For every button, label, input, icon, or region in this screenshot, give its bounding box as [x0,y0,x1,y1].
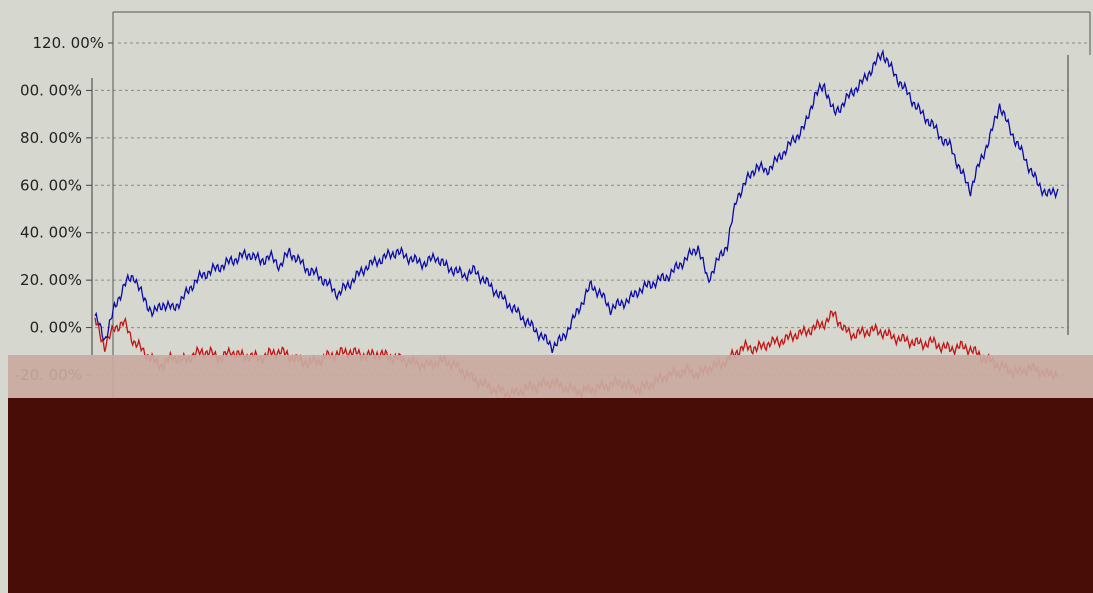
y-axis-tick-labels: 120. 00% 00. 00% 80. 00% 60. 00% 40. 00% 20. … [15,34,104,384]
y-tick-label: 80. 00% [20,129,82,147]
overlay-dark-region [8,398,1093,593]
y-tick-label: 60. 00% [20,176,82,194]
y-tick-label: 120. 00% [32,34,104,52]
overlay-band [8,355,1093,400]
y-tick-label: 40. 00% [20,224,82,242]
y-tick-label: 0. 00% [30,319,82,337]
y-tick-label: 20. 00% [20,271,82,289]
y-tick-label: 00. 00% [20,81,82,99]
series-line-1 [94,48,1059,354]
